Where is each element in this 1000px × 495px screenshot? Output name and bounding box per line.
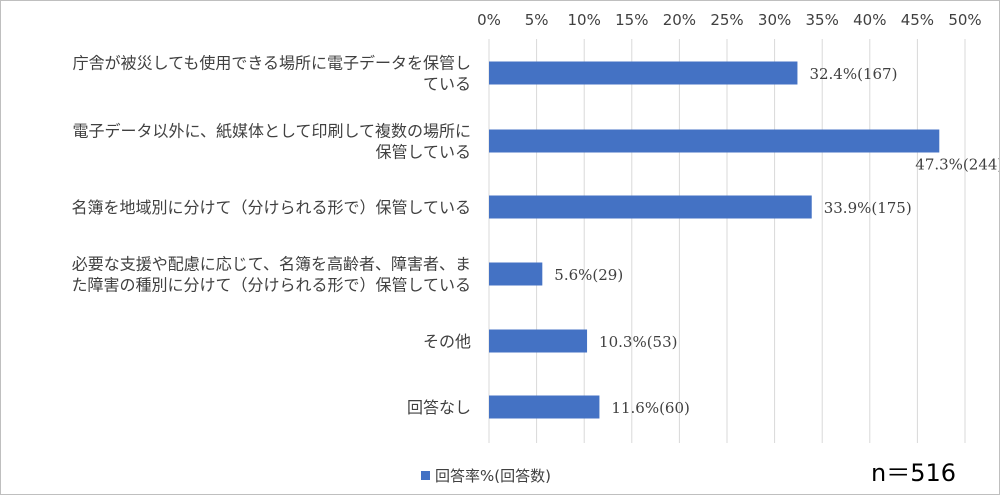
x-tick-label: 25% xyxy=(710,11,743,29)
x-tick-label: 30% xyxy=(758,11,791,29)
data-label: 11.6%(60) xyxy=(611,399,689,417)
bar xyxy=(489,329,588,353)
x-axis-ticks: 0% 5% 10% 15% 20% 25% 30% 35% 40% 45% 50% xyxy=(477,11,982,29)
legend: 回答率%(回答数) xyxy=(421,467,551,485)
category-label: 庁舎が被災しても使用できる場所に電子データを保管し xyxy=(73,54,471,73)
category-label: 名簿を地域別に分けて（分けられる形で）保管している xyxy=(71,198,471,217)
data-labels: 32.4%(167) 47.3%(244) 33.9%(175) 5.6%(29) 10… xyxy=(554,65,999,417)
x-tick-label: 10% xyxy=(568,11,601,29)
legend-swatch xyxy=(421,471,430,480)
x-tick-label: 50% xyxy=(948,11,981,29)
category-labels: 庁舎が被災しても使用できる場所に電子データを保管している電子データ以外に、紙媒体… xyxy=(71,54,471,418)
category-label: 電子データ以外に、紙媒体として印刷して複数の場所に xyxy=(72,122,471,141)
x-tick-label: 15% xyxy=(615,11,648,29)
data-label: 5.6%(29) xyxy=(554,266,623,284)
category-label: 保管している xyxy=(375,143,471,162)
data-label: 32.4%(167) xyxy=(809,65,897,83)
category-label: た障害の種別に分けて（分けられる形で）保管している xyxy=(71,276,471,295)
data-label: 47.3%(244) xyxy=(915,156,999,174)
bar xyxy=(489,195,812,219)
category-label: 必要な支援や配慮に応じて、名簿を高齢者、障害者、ま xyxy=(72,255,471,274)
category-label: 回答なし xyxy=(407,398,471,417)
sample-size-annotation: n＝516 xyxy=(871,459,956,487)
data-label: 10.3%(53) xyxy=(599,333,677,351)
x-tick-label: 5% xyxy=(525,11,549,29)
bar xyxy=(489,129,940,153)
x-tick-label: 40% xyxy=(853,11,886,29)
data-label: 33.9%(175) xyxy=(824,199,912,217)
category-label: その他 xyxy=(423,332,471,351)
x-tick-label: 45% xyxy=(901,11,934,29)
category-label: ている xyxy=(423,75,471,94)
bar xyxy=(489,262,543,286)
x-tick-label: 35% xyxy=(806,11,839,29)
bar xyxy=(489,61,798,85)
legend-label: 回答率%(回答数) xyxy=(435,467,551,485)
x-tick-label: 20% xyxy=(663,11,696,29)
x-tick-label: 0% xyxy=(477,11,501,29)
gridlines xyxy=(488,39,966,443)
bars xyxy=(489,61,940,419)
bar xyxy=(489,395,600,419)
